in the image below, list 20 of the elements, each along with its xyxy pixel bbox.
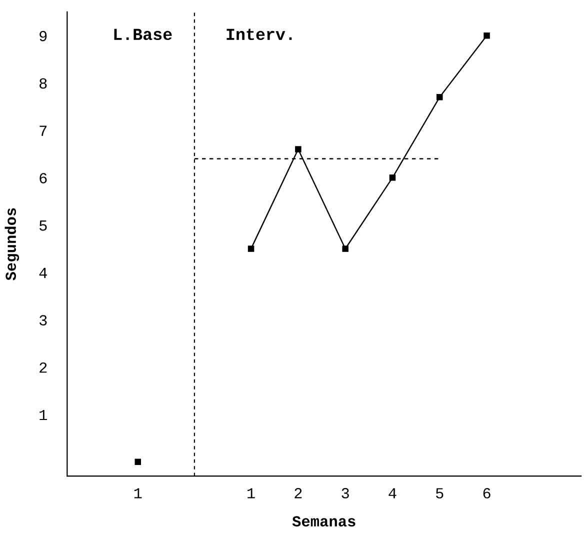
y-tick-label: 2: [40, 362, 47, 373]
x-tick-label: 6: [483, 488, 490, 498]
y-axis-title: Segundos: [4, 208, 20, 280]
annotation: L.Base: [114, 28, 172, 40]
x-axis-title: Semanas: [292, 516, 356, 527]
y-tick-label: 1: [40, 410, 47, 420]
y-tick-label: 5: [40, 220, 47, 231]
y-tick-label: 8: [40, 78, 47, 89]
x-tick-label: 5: [436, 488, 444, 498]
x-tick-label: 2: [294, 488, 302, 498]
y-tick-label: 6: [40, 172, 47, 184]
y-tick-label: 7: [40, 126, 47, 136]
x-tick-label: 4: [388, 488, 396, 498]
x-tick-label: 1: [248, 488, 255, 498]
x-tick-label: 3: [342, 488, 349, 498]
annotation: Interv.: [226, 28, 292, 40]
x-tick-label: 1: [134, 488, 142, 498]
y-tick-label: 9: [40, 30, 47, 42]
y-tick-label: 4: [39, 268, 47, 278]
y-tick-label: 3: [40, 315, 47, 326]
